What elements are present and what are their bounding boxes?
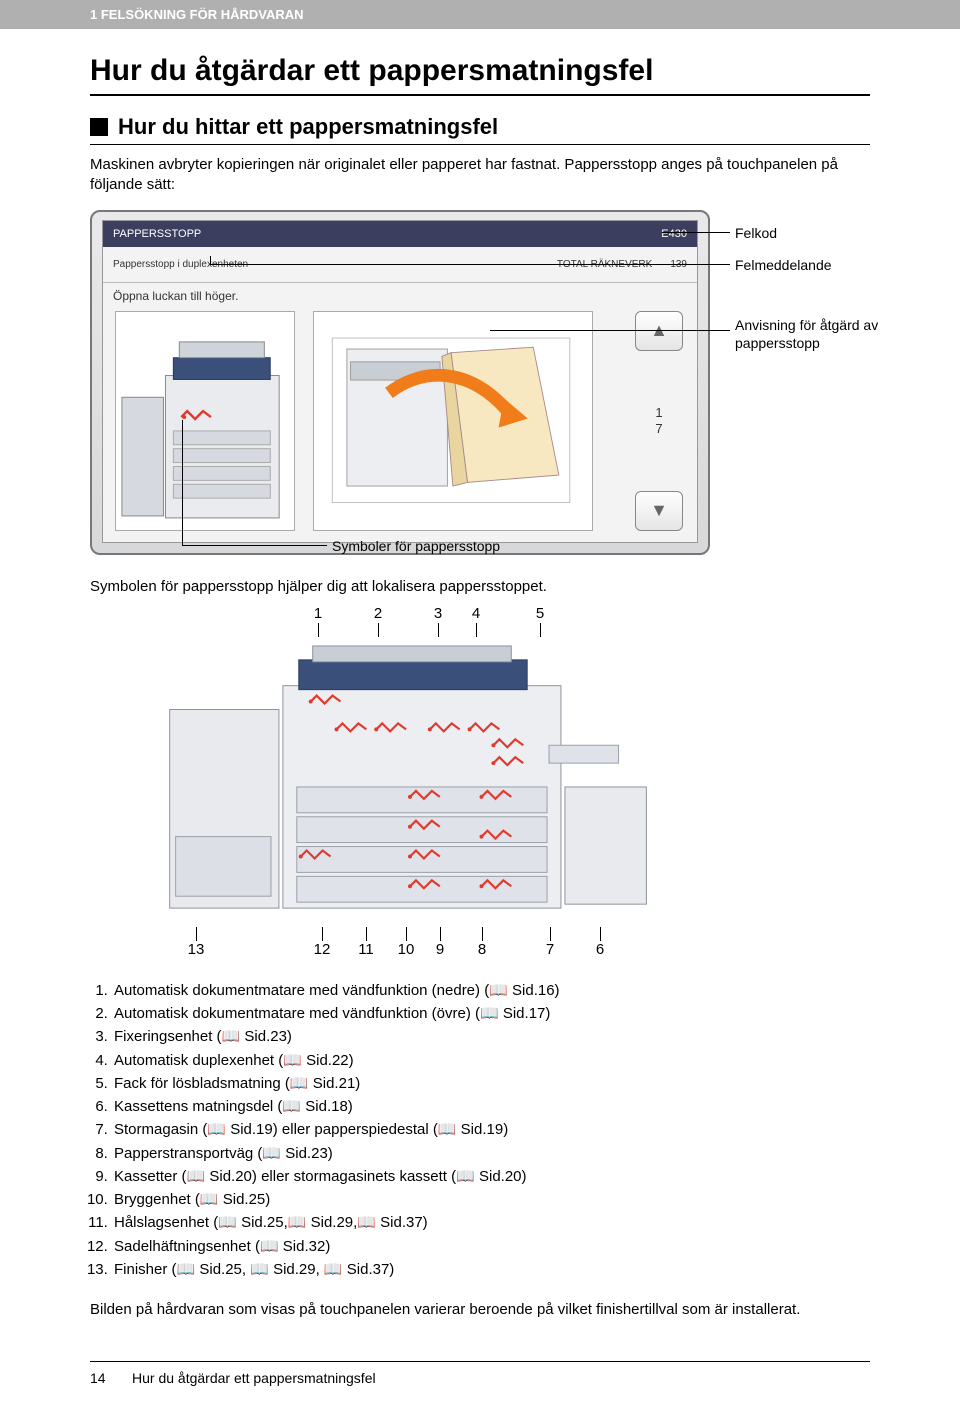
diagram-top-num: 1 xyxy=(306,605,330,622)
subsection-heading-text: Hur du hittar ett pappersmatningsfel xyxy=(118,114,498,140)
label-symboler: Symboler för pappersstopp xyxy=(332,537,500,555)
label-felkod: Felkod xyxy=(735,224,777,242)
legend-item: Fack för lösbladsmatning (📖 Sid.21) xyxy=(112,1072,870,1095)
panel-body: ▲ 17 ▼ xyxy=(103,307,697,547)
legend-item: Kassettens matningsdel (📖 Sid.18) xyxy=(112,1095,870,1118)
diagram-tick xyxy=(482,927,483,941)
panel-title-bar: PAPPERSSTOPP E430 xyxy=(103,221,697,247)
scroll-controls: ▲ 17 ▼ xyxy=(631,311,687,531)
panel-bezel: PAPPERSSTOPP E430 Pappersstopp i duplexe… xyxy=(90,210,710,555)
closing-note: Bilden på hårdvaran som visas på touchpa… xyxy=(90,1299,870,1321)
footer-title: Hur du åtgärdar ett pappersmatningsfel xyxy=(132,1370,376,1386)
diagram-top-numbers: 1 2 34 5 xyxy=(150,605,670,637)
para-after-panel: Symbolen för pappersstopp hjälper dig at… xyxy=(90,577,870,597)
legend-item: Automatisk dokumentmatare med vändfunkti… xyxy=(112,979,870,1002)
diagram-tick xyxy=(600,927,601,941)
panel-error-code: E430 xyxy=(661,228,687,240)
diagram-tick xyxy=(540,623,541,637)
panel-inner: PAPPERSSTOPP E430 Pappersstopp i duplexe… xyxy=(102,220,698,543)
component-diagram: 12345 xyxy=(150,605,670,959)
diagram-tick xyxy=(550,927,551,941)
legend-item: Fixeringsenhet (📖 Sid.23) xyxy=(112,1025,870,1048)
diagram-bot-num: 7 xyxy=(538,941,562,958)
panel-meta-row: Pappersstopp i duplexenheten TOTAL RÄKNE… xyxy=(103,247,697,283)
label-anvisning: Anvisning för åtgärd av pappersstopp xyxy=(735,316,885,352)
diagram-tick xyxy=(318,623,319,637)
page-number: 14 xyxy=(90,1370,112,1386)
page-title: Hur du åtgärdar ett pappersmatningsfel xyxy=(90,54,870,96)
legend-item: Automatisk dokumentmatare med vändfunkti… xyxy=(112,1002,870,1025)
diagram-tick xyxy=(322,927,323,941)
diagram-tick xyxy=(476,623,477,637)
diagram-bot-num: 13 xyxy=(184,941,208,958)
diagram-bot-num: 6 xyxy=(588,941,612,958)
legend-list: Automatisk dokumentmatare med vändfunkti… xyxy=(90,979,870,1281)
legend-item: Bryggenhet (📖 Sid.25) xyxy=(112,1188,870,1211)
action-illustration xyxy=(313,311,593,531)
intro-paragraph: Maskinen avbryter kopieringen när origin… xyxy=(90,155,870,196)
legend-item: Kassetter (📖 Sid.20) eller stormagasinet… xyxy=(112,1165,870,1188)
label-felmeddelande: Felmeddelande xyxy=(735,256,832,274)
panel-instruction: Öppna luckan till höger. xyxy=(103,283,697,307)
diagram-bot-num: 10 xyxy=(394,941,418,958)
diagram-bot-num: 9 xyxy=(428,941,452,958)
diagram-bot-num: 12 xyxy=(310,941,334,958)
diagram-tick xyxy=(440,927,441,941)
page-counter: 17 xyxy=(655,405,662,436)
diagram-tick xyxy=(378,623,379,637)
diagram-tick xyxy=(366,927,367,941)
diagram-top-num: 2 xyxy=(366,605,390,622)
legend-item: Sadelhäftningsenhet (📖 Sid.32) xyxy=(112,1235,870,1258)
legend-item: Automatisk duplexenhet (📖 Sid.22) xyxy=(112,1049,870,1072)
mfp-thumbnail xyxy=(115,311,295,531)
legend-item: Stormagasin (📖 Sid.19) eller papperspied… xyxy=(112,1118,870,1141)
legend-item: Papperstransportväg (📖 Sid.23) xyxy=(112,1142,870,1165)
chapter-header: 1 FELSÖKNING FÖR HÅRDVARAN xyxy=(0,0,960,29)
diagram-bot-num: 8 xyxy=(470,941,494,958)
diagram-figure xyxy=(150,637,670,927)
diagram-top-num: 4 xyxy=(464,605,488,622)
diagram-top-num: 5 xyxy=(528,605,552,622)
diagram-bot-num: 11 xyxy=(354,941,378,958)
subsection-heading: Hur du hittar ett pappersmatningsfel xyxy=(90,114,870,145)
page-footer: 14 Hur du åtgärdar ett pappersmatningsfe… xyxy=(90,1361,870,1386)
legend-item: Finisher (📖 Sid.25, 📖 Sid.29, 📖 Sid.37) xyxy=(112,1258,870,1281)
diagram-bottom-numbers: 13 12 11 10 9 8 7 6 xyxy=(150,927,670,959)
diagram-top-num: 3 xyxy=(426,605,450,622)
legend-item: Hålslagsenhet (📖 Sid.25,📖 Sid.29,📖 Sid.3… xyxy=(112,1211,870,1234)
touchpanel-figure: PAPPERSSTOPP E430 Pappersstopp i duplexe… xyxy=(90,210,870,555)
square-bullet-icon xyxy=(90,118,108,136)
panel-title: PAPPERSSTOPP xyxy=(113,228,201,240)
diagram-tick xyxy=(406,927,407,941)
scroll-up-button[interactable]: ▲ xyxy=(635,311,683,351)
diagram-tick xyxy=(196,927,197,941)
scroll-down-button[interactable]: ▼ xyxy=(635,491,683,531)
diagram-tick xyxy=(438,623,439,637)
